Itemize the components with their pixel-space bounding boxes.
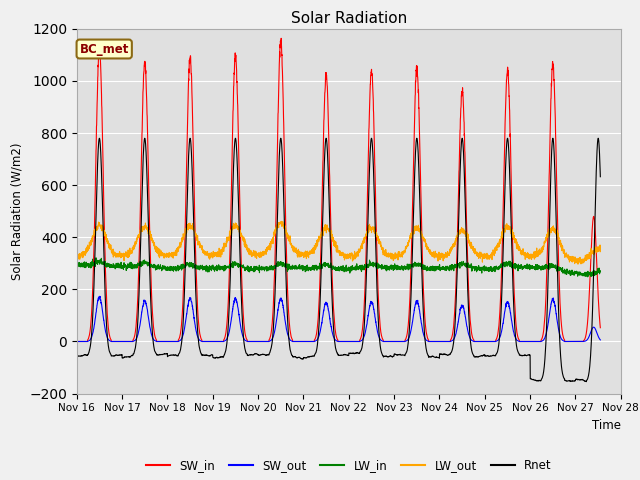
LW_out — [584, 252, 591, 257]
LW_out — [380, 248, 387, 254]
Y-axis label: Solar Radiation (W/m2): Solar Radiation (W/m2) — [11, 143, 24, 280]
Line: LW_in: LW_in — [77, 258, 600, 277]
LW_in — [262, 265, 270, 271]
SW_in — [73, 338, 81, 344]
SW_out — [262, 338, 270, 344]
Line: Rnet: Rnet — [77, 138, 600, 382]
SW_out — [586, 333, 593, 339]
Legend: SW_in, SW_out, LW_in, LW_out, Rnet: SW_in, SW_out, LW_in, LW_out, Rnet — [141, 454, 556, 477]
Rnet — [584, 377, 591, 383]
SW_in — [586, 290, 593, 296]
Rnet — [73, 354, 81, 360]
Rnet — [262, 352, 270, 358]
SW_in — [380, 338, 387, 344]
SW_out — [584, 337, 591, 343]
Rnet — [380, 354, 387, 360]
SW_in — [262, 338, 270, 344]
LW_out — [493, 246, 500, 252]
LW_out — [262, 246, 270, 252]
Rnet — [493, 350, 500, 356]
Line: SW_out: SW_out — [77, 296, 600, 341]
SW_out — [380, 338, 387, 344]
LW_in — [584, 271, 591, 276]
Rnet — [320, 185, 328, 191]
LW_in — [380, 265, 387, 271]
X-axis label: Time: Time — [592, 419, 621, 432]
LW_out — [320, 225, 328, 231]
SW_out — [320, 308, 328, 314]
LW_in — [493, 264, 500, 270]
SW_out — [73, 338, 81, 344]
LW_in — [320, 261, 328, 267]
Text: BC_met: BC_met — [79, 43, 129, 56]
SW_out — [493, 338, 500, 344]
LW_out — [73, 253, 81, 259]
SW_in — [493, 336, 500, 341]
Line: SW_in: SW_in — [77, 38, 600, 341]
LW_out — [586, 250, 593, 255]
LW_in — [73, 261, 81, 266]
LW_in — [586, 271, 593, 277]
Rnet — [586, 368, 593, 373]
SW_in — [584, 323, 591, 328]
Line: LW_out: LW_out — [77, 221, 600, 264]
SW_in — [320, 133, 328, 139]
Title: Solar Radiation: Solar Radiation — [291, 11, 407, 26]
